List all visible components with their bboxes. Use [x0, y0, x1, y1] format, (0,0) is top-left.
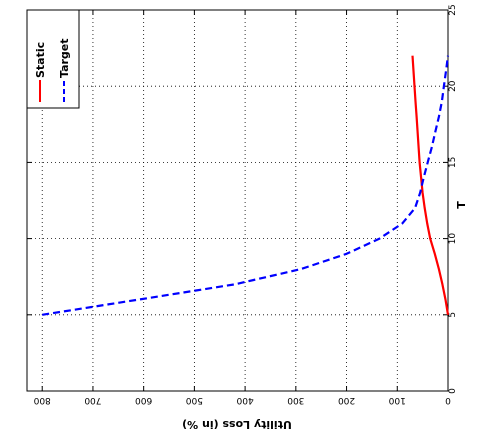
- tick-marks: 0 5 10 15 20 25 0 100 200 300 400 500 600 700 800: [27, 4, 458, 405]
- y-tick-label: 100: [388, 395, 405, 405]
- x-tick-label: 20: [448, 80, 458, 92]
- y-tick-label: 0: [445, 395, 451, 405]
- y-tick-label: 400: [236, 395, 253, 405]
- plot-frame: [26, 9, 449, 392]
- grid-lines: [27, 10, 448, 391]
- series-lines: [42, 55, 450, 316]
- legend-box: [26, 9, 80, 109]
- legend-target-label: Target: [58, 38, 71, 78]
- y-axis-label: Utility Loss (in %): [182, 418, 292, 431]
- legend-static-label: Static: [34, 42, 47, 78]
- x-axis-label: T: [455, 201, 468, 209]
- y-tick-label: 600: [135, 395, 152, 405]
- x-tick-label: 10: [448, 233, 458, 245]
- y-tick-label: 500: [186, 395, 203, 405]
- x-tick-label: 15: [448, 157, 458, 168]
- x-tick-label: 0: [448, 388, 458, 394]
- y-tick-label: 800: [33, 395, 50, 405]
- x-tick-label: 5: [448, 312, 458, 318]
- y-tick-label: 300: [287, 395, 304, 405]
- x-tick-label: 25: [448, 4, 458, 15]
- y-tick-label: 700: [84, 395, 101, 405]
- y-tick-label: 200: [338, 395, 355, 405]
- series-line-target: [42, 55, 450, 316]
- legend: Static Target: [26, 9, 80, 109]
